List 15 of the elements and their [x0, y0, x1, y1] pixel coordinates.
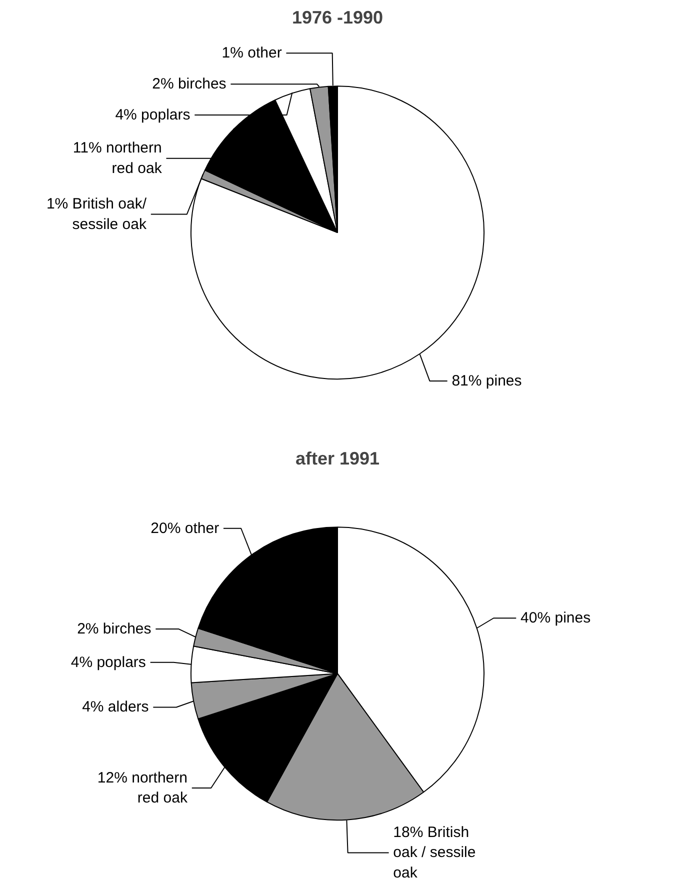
slice-label: 11% northern red oak	[72, 140, 162, 178]
slice-label: 18% British oak / sessile oak	[393, 824, 476, 882]
slice-label: 81% pines	[452, 372, 522, 390]
slice-label: 20% other	[150, 520, 220, 537]
slice-label: 2% birches	[77, 620, 152, 638]
slice-label: 1% other	[222, 44, 282, 62]
slice-label: 40% pines	[520, 610, 591, 627]
chart-title: 1976 -1990	[292, 8, 384, 28]
slice-label: 4% poplars	[115, 106, 190, 124]
slice-label: 1% British oak/ sessile oak	[46, 196, 148, 233]
slice-label: 2% birches	[152, 76, 226, 93]
slice-label: 4% alders	[82, 698, 149, 716]
slice-label: 4% poplars	[70, 654, 146, 671]
chart-title: after 1991	[295, 448, 380, 468]
slice-label: 12% northern red oak	[97, 769, 188, 807]
